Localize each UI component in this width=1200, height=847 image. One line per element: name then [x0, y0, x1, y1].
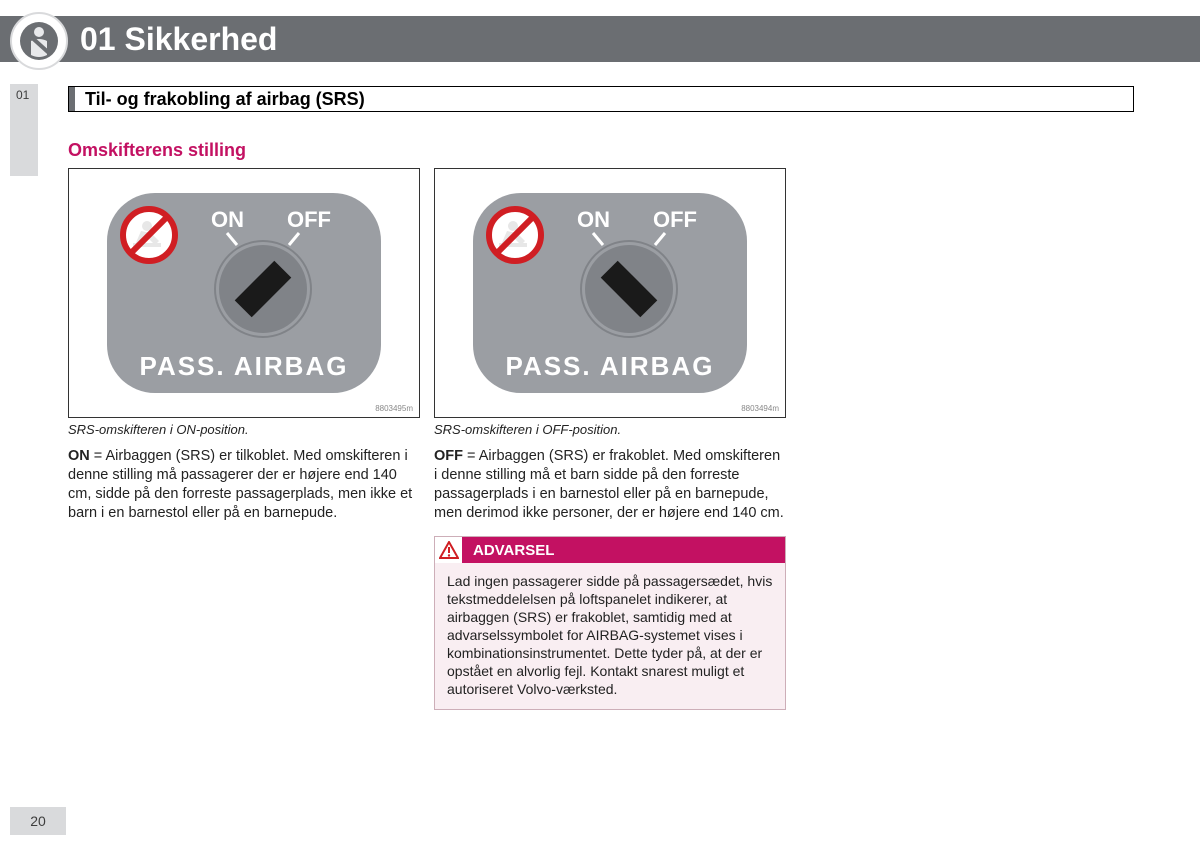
svg-text:ON: ON: [577, 207, 610, 232]
content-columns: ON OFF PASS. AIRBAG 8803495m SRS-omskift…: [68, 168, 792, 710]
off-body: = Airbaggen (SRS) er frakoblet. Med omsk…: [434, 448, 784, 521]
warning-triangle-icon: [435, 537, 463, 563]
section-title-bar: Til- og frakobling af airbag (SRS): [68, 86, 1134, 112]
warning-title: ADVARSEL: [473, 542, 554, 559]
figure-on-caption: SRS-omskifteren i ON-position.: [68, 422, 420, 437]
on-description: ON = Airbaggen (SRS) er tilkoblet. Med o…: [68, 447, 420, 522]
svg-text:PASS. AIRBAG: PASS. AIRBAG: [140, 351, 349, 381]
figure-code: 8803495m: [375, 404, 413, 413]
figure-off-caption: SRS-omskifteren i OFF-position.: [434, 422, 786, 437]
airbag-switch-off-icon: ON OFF PASS. AIRBAG: [455, 183, 765, 403]
page-number: 20: [10, 807, 66, 835]
off-lead: OFF: [434, 448, 463, 464]
subsection-heading: Omskifterens stilling: [68, 140, 246, 161]
airbag-switch-on-icon: ON OFF PASS. AIRBAG: [89, 183, 399, 403]
warning-header: ADVARSEL: [435, 537, 785, 563]
section-accent: [69, 87, 75, 111]
figure-code: 8803494m: [741, 404, 779, 413]
on-body: = Airbaggen (SRS) er tilkoblet. Med omsk…: [68, 448, 412, 521]
svg-text:OFF: OFF: [287, 207, 331, 232]
column-off: ON OFF PASS. AIRBAG 8803494m SRS-omskift…: [434, 168, 786, 710]
chapter-title: 01 Sikkerhed: [80, 21, 277, 58]
seatbelt-icon: [10, 12, 68, 70]
warning-body: Lad ingen passagerer sidde på passagersæ…: [435, 563, 785, 708]
svg-text:PASS. AIRBAG: PASS. AIRBAG: [506, 351, 715, 381]
figure-off: ON OFF PASS. AIRBAG 8803494m: [434, 168, 786, 418]
warning-box: ADVARSEL Lad ingen passagerer sidde på p…: [434, 536, 786, 709]
svg-text:OFF: OFF: [653, 207, 697, 232]
chapter-header: 01 Sikkerhed: [0, 16, 1200, 62]
off-description: OFF = Airbaggen (SRS) er frakoblet. Med …: [434, 447, 786, 522]
svg-text:ON: ON: [211, 207, 244, 232]
side-tab-label: 01: [16, 88, 29, 102]
figure-on: ON OFF PASS. AIRBAG 8803495m: [68, 168, 420, 418]
section-title: Til- og frakobling af airbag (SRS): [85, 89, 365, 110]
on-lead: ON: [68, 448, 90, 464]
column-on: ON OFF PASS. AIRBAG 8803495m SRS-omskift…: [68, 168, 420, 710]
